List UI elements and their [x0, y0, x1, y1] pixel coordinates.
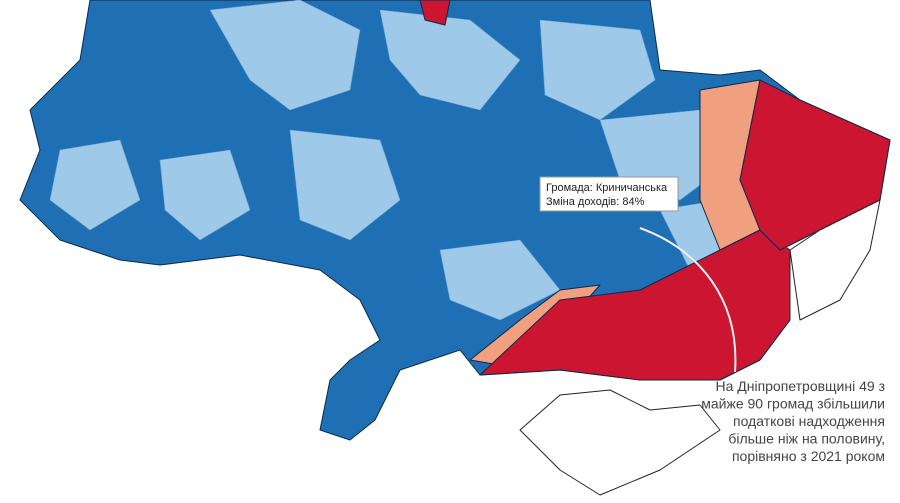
- region-red: [419, 0, 451, 26]
- region-light: [379, 9, 521, 111]
- region-light: [539, 19, 656, 121]
- annotation-line-text: На Дніпропетровщині 49 з: [715, 378, 885, 394]
- region-light: [209, 0, 361, 111]
- region-red: [479, 229, 791, 381]
- annotation-line-text: податкові надходження: [733, 413, 885, 429]
- crimea: [519, 389, 721, 496]
- annotation: На Дніпропетровщині 49 з майже 90 громад …: [701, 378, 885, 464]
- region-light: [159, 149, 251, 241]
- annotation-line-text: більше ніж на половину,: [728, 431, 885, 447]
- regions: [19, 0, 891, 496]
- region-light: [49, 139, 141, 231]
- tooltip-line: Зміна доходів: 84%: [546, 196, 645, 208]
- tooltip-line: Громада: Криничанська: [546, 182, 668, 194]
- annotation-line-text: майже 90 громад збільшили: [701, 396, 885, 412]
- region-light: [289, 129, 401, 241]
- annotation-line-text: порівняно з 2021 роком: [732, 448, 885, 464]
- region-white: [789, 199, 881, 321]
- tooltip-box: [539, 176, 679, 212]
- region-light: [439, 239, 561, 321]
- annotation-line: [639, 227, 737, 373]
